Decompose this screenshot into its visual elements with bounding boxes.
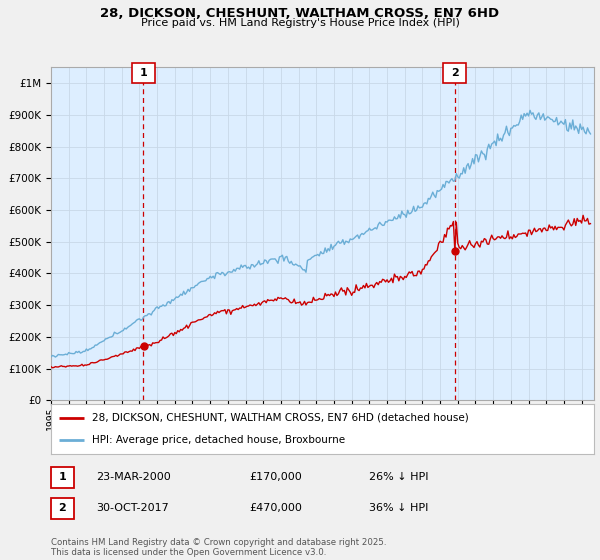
Text: 23-MAR-2000: 23-MAR-2000 [96, 473, 171, 482]
Text: 1: 1 [139, 68, 147, 78]
Text: 28, DICKSON, CHESHUNT, WALTHAM CROSS, EN7 6HD: 28, DICKSON, CHESHUNT, WALTHAM CROSS, EN… [100, 7, 500, 20]
Text: 36% ↓ HPI: 36% ↓ HPI [369, 503, 428, 513]
Text: Contains HM Land Registry data © Crown copyright and database right 2025.
This d: Contains HM Land Registry data © Crown c… [51, 538, 386, 557]
Text: 2: 2 [59, 503, 66, 513]
Text: 2: 2 [451, 68, 458, 78]
Text: 30-OCT-2017: 30-OCT-2017 [96, 503, 169, 513]
Text: £170,000: £170,000 [249, 473, 302, 482]
Text: HPI: Average price, detached house, Broxbourne: HPI: Average price, detached house, Brox… [92, 435, 345, 445]
Text: 26% ↓ HPI: 26% ↓ HPI [369, 473, 428, 482]
Text: £470,000: £470,000 [249, 503, 302, 513]
Text: 1: 1 [59, 473, 66, 482]
Text: Price paid vs. HM Land Registry's House Price Index (HPI): Price paid vs. HM Land Registry's House … [140, 18, 460, 28]
Text: 28, DICKSON, CHESHUNT, WALTHAM CROSS, EN7 6HD (detached house): 28, DICKSON, CHESHUNT, WALTHAM CROSS, EN… [92, 413, 469, 423]
